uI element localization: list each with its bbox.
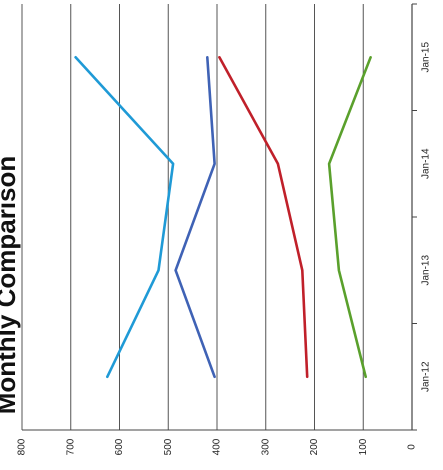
x-tick-labels: Jan-12 Jan-13 Jan-14 Jan-15 <box>421 42 432 393</box>
value-tick-label: 100 <box>358 438 369 455</box>
chart-title: Monthly Comparison <box>0 156 21 415</box>
value-tick-label: 700 <box>65 438 76 455</box>
value-tick-label: 0 <box>407 444 418 450</box>
category-tick-label: Jan-15 <box>421 42 432 73</box>
value-tick-label: 400 <box>212 438 223 455</box>
category-tick-label: Jan-14 <box>421 148 432 179</box>
y-tick-labels: 0 100 200 300 400 500 600 700 800 <box>17 438 418 455</box>
value-tick-label: 500 <box>163 438 174 455</box>
value-tick-label: 200 <box>309 438 320 455</box>
category-tick-label: Jan-13 <box>421 255 432 286</box>
category-tick-label: Jan-12 <box>421 361 432 392</box>
value-tick-label: 300 <box>260 438 271 455</box>
value-tick-label: 600 <box>114 438 125 455</box>
value-tick-label: 800 <box>17 438 28 455</box>
